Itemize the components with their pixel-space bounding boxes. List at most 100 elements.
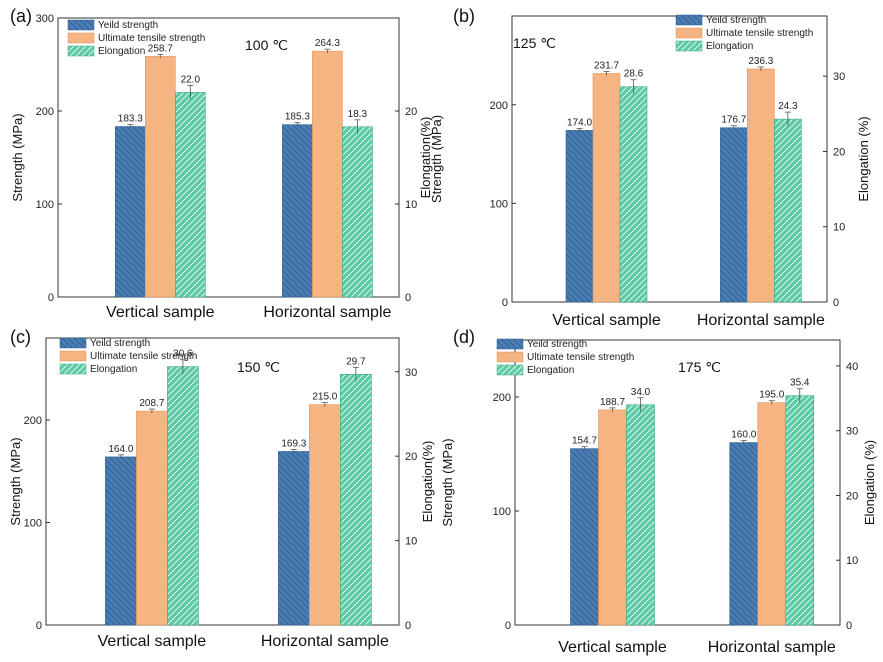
temperature-label: 150 ℃ <box>237 359 280 375</box>
bar-yield <box>720 127 748 303</box>
bar-uts <box>136 410 168 626</box>
legend-label: Ultimate tensile strength <box>98 33 205 44</box>
y-axis-title: Strength (MPa) <box>440 438 455 526</box>
legend-label: Ultimate tensile strength <box>90 351 197 362</box>
category-label: Vertical sample <box>558 639 667 656</box>
panel-label: (a) <box>10 6 32 26</box>
y2-tick-label: 20 <box>405 451 417 463</box>
legend: Yeild strength Ultimate tensile strength E… <box>675 14 813 52</box>
y-tick-label: 200 <box>24 415 42 427</box>
bar-value-label: 24.3 <box>778 101 798 112</box>
bar-value-label: 258.7 <box>148 43 173 54</box>
category-label: Vertical sample <box>98 633 207 650</box>
y-tick-label: 300 <box>36 13 54 25</box>
bar-uts <box>145 56 176 298</box>
y2-axis-title: Elongation(%) <box>420 441 435 523</box>
y-tick-label: 0 <box>48 292 54 304</box>
bar-uts <box>592 73 621 303</box>
plot-frame <box>45 337 400 626</box>
bar-yield <box>729 442 759 626</box>
legend-swatch-uts <box>675 27 703 39</box>
y-axis-title: Strength (MPa) <box>429 115 444 203</box>
legend-label: Ultimate tensile strength <box>706 28 813 39</box>
legend-swatch-yield <box>496 338 524 350</box>
y2-tick-label: 10 <box>405 199 417 211</box>
legend-label: Ultimate tensile strength <box>527 352 634 363</box>
legend-swatch-uts <box>67 32 95 44</box>
y2-tick-label: 10 <box>405 536 417 548</box>
category-label: Horizontal sample <box>708 639 836 656</box>
y2-tick-label: 0 <box>846 620 852 632</box>
legend-swatch-yield <box>67 19 95 31</box>
y-tick-label: 0 <box>502 297 508 309</box>
bar-value-label: 195.0 <box>759 390 784 401</box>
bar-value-label: 185.3 <box>285 112 310 123</box>
bar-value-label: 169.3 <box>281 438 306 449</box>
y-tick-label: 100 <box>36 199 54 211</box>
y-axis-title: Strength (MPa) <box>8 437 23 525</box>
bar-uts <box>312 50 343 298</box>
bar-value-label: 35.4 <box>790 378 810 389</box>
bar-uts <box>757 402 787 626</box>
bar-value-label: 231.7 <box>594 60 619 71</box>
bar-uts <box>747 68 775 303</box>
bar-elongation <box>342 126 373 298</box>
legend: Yeild strength Ultimate tensile strength E… <box>67 19 205 57</box>
bar-elongation <box>774 118 802 303</box>
legend-label: Yeild strength <box>527 339 587 350</box>
bar-value-label: 183.3 <box>118 114 143 125</box>
legend-label: Yeild strength <box>90 338 150 349</box>
bar-uts <box>598 409 627 626</box>
chart-panel-b: 0 100 200 0 10 20 30 Strength (MPa) Elongation (… <box>429 6 871 329</box>
legend-swatch-elongation <box>675 40 703 52</box>
bar-value-label: 164.0 <box>108 444 133 455</box>
y2-tick-label: 20 <box>846 490 858 502</box>
temperature-label: 125 ℃ <box>513 35 556 51</box>
bar-value-label: 264.3 <box>315 38 340 49</box>
y-tick-label: 100 <box>24 518 42 530</box>
bar-elongation <box>785 395 815 626</box>
bar-value-label: 160.0 <box>731 430 756 441</box>
legend-swatch-uts <box>496 351 524 363</box>
y-tick-label: 200 <box>493 392 511 404</box>
legend-swatch-elongation <box>59 363 87 375</box>
temperature-label: 100 ℃ <box>245 37 288 53</box>
category-label: Horizontal sample <box>263 304 391 321</box>
bar-elongation <box>626 404 655 626</box>
legend: Yeild strength Ultimate tensile strength E… <box>59 337 197 375</box>
bar-elongation <box>619 86 648 303</box>
y-tick-label: 100 <box>490 198 508 210</box>
bar-yield <box>565 130 594 303</box>
y2-tick-label: 30 <box>833 71 845 83</box>
bar-value-label: 188.7 <box>600 397 625 408</box>
bar-value-label: 18.3 <box>348 109 368 120</box>
legend-label: Yeild strength <box>98 20 158 31</box>
bar-value-label: 236.3 <box>748 56 773 67</box>
bar-value-label: 22.0 <box>181 74 201 85</box>
y-axis-title: Strength (MPa) <box>10 113 25 201</box>
legend-swatch-elongation <box>496 364 524 376</box>
y2-tick-label: 0 <box>833 297 839 309</box>
plot-frame <box>514 339 841 626</box>
bar-value-label: 176.7 <box>721 115 746 126</box>
bar-value-label: 154.7 <box>572 436 597 447</box>
plot-frame <box>57 17 400 298</box>
legend-label: Elongation <box>527 365 574 376</box>
category-label: Vertical sample <box>106 304 215 321</box>
temperature-label: 175 ℃ <box>678 359 721 375</box>
y2-axis-title: Elongation (%) <box>856 116 871 201</box>
y2-tick-label: 0 <box>405 620 411 632</box>
y2-tick-label: 20 <box>833 146 845 158</box>
y-tick-label: 200 <box>36 106 54 118</box>
plot-frame <box>511 15 828 303</box>
bar-uts <box>309 404 341 626</box>
bar-yield <box>278 451 310 626</box>
legend-swatch-elongation <box>67 45 95 57</box>
y2-tick-label: 10 <box>833 222 845 234</box>
panel-label: (c) <box>10 327 31 347</box>
chart-panel-d: 0 100 200 0 10 20 30 40 Strength (MPa) Elongation… <box>440 327 877 656</box>
bar-yield <box>282 124 313 298</box>
bar-value-label: 215.0 <box>312 392 337 403</box>
y2-axis-title: Elongation(%) <box>418 117 433 199</box>
